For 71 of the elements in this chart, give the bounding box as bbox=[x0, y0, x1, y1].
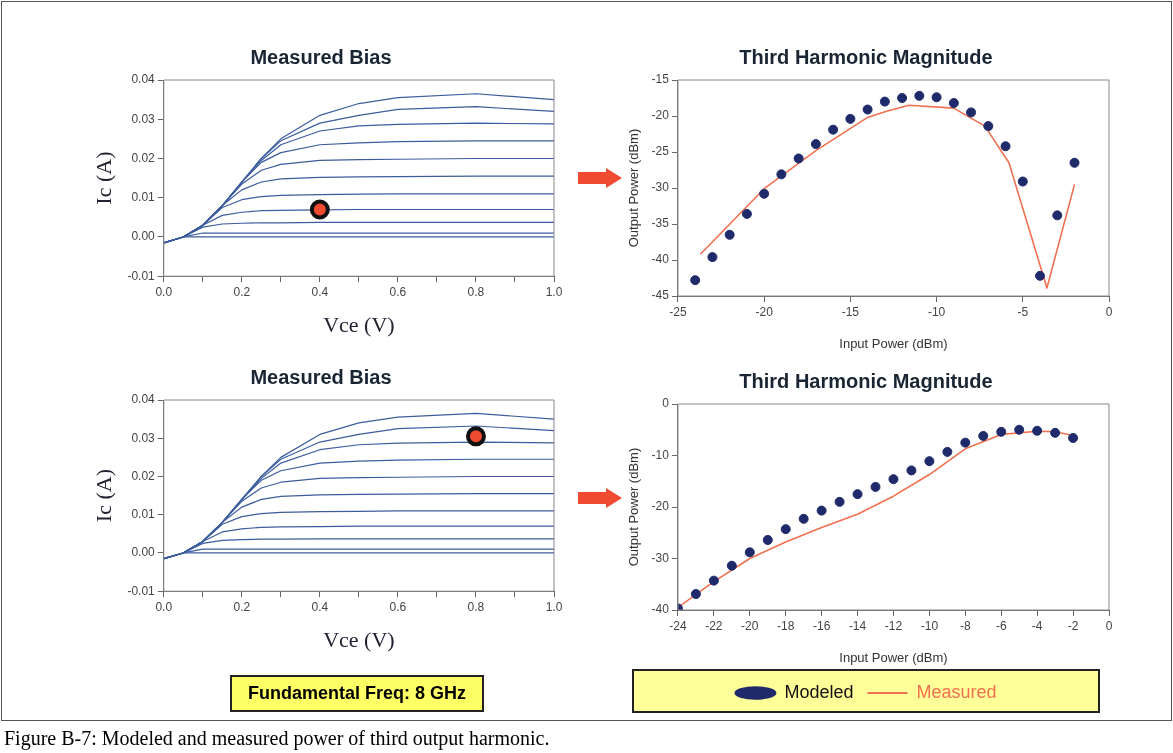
y-tick-label: -30 bbox=[651, 180, 670, 195]
x-tick-label: -10 bbox=[920, 618, 939, 633]
x-tick-label: -8 bbox=[959, 618, 971, 633]
x-tick-label: 0 bbox=[1105, 618, 1113, 633]
chart-title: Measured Bias bbox=[250, 365, 392, 388]
y-tick-label: -40 bbox=[651, 252, 670, 267]
legend-label: Measured bbox=[916, 681, 997, 702]
y-axis-title: Output Power (dBm) bbox=[626, 447, 642, 567]
y-tick-label: 0.04 bbox=[131, 72, 156, 87]
x-tick-label: -4 bbox=[1031, 618, 1043, 633]
x-tick-label: 0.8 bbox=[467, 284, 485, 299]
y-tick-label: 0.00 bbox=[131, 545, 156, 560]
y-tick-label: 0.00 bbox=[131, 229, 156, 244]
y-tick-label: 0.01 bbox=[131, 507, 156, 522]
x-tick-label: 1.0 bbox=[545, 284, 563, 299]
y-tick-label: -25 bbox=[651, 144, 670, 159]
y-tick-label: -15 bbox=[651, 72, 670, 87]
text: Figure B-7: Modeled and measured power of third output harmonic. bbox=[4, 727, 550, 750]
x-tick-label: 0.6 bbox=[389, 599, 407, 614]
y-tick-label: -10 bbox=[651, 447, 670, 462]
x-tick-label: -2 bbox=[1067, 618, 1079, 633]
x-tick-label: 0.4 bbox=[311, 284, 329, 299]
chart-title: Third Harmonic Magnitude bbox=[739, 369, 993, 392]
x-tick-label: 0.2 bbox=[233, 599, 251, 614]
y-tick-label: -45 bbox=[651, 288, 670, 303]
x-tick-label: -15 bbox=[841, 304, 860, 319]
x-tick-label: 0.6 bbox=[389, 284, 407, 299]
x-tick-label: 0.0 bbox=[155, 284, 173, 299]
y-tick-label: -40 bbox=[651, 602, 670, 617]
y-tick-label: 0.02 bbox=[131, 468, 156, 483]
y-tick-label: 0.02 bbox=[131, 150, 156, 165]
y-tick-label: 0.03 bbox=[131, 111, 156, 126]
x-tick-label: -6 bbox=[995, 618, 1007, 633]
x-tick-label: 0.0 bbox=[155, 599, 173, 614]
x-tick-label: -20 bbox=[741, 618, 759, 633]
y-axis-title: Ic (A) bbox=[90, 151, 116, 205]
x-axis-title: Input Power (dBm) bbox=[839, 649, 948, 665]
text: Fundamental Freq: 8 GHz bbox=[230, 675, 485, 712]
x-tick-label: -22 bbox=[705, 618, 723, 633]
x-tick-label: -20 bbox=[755, 304, 774, 319]
x-tick-label: -16 bbox=[812, 618, 831, 633]
y-tick-label: -30 bbox=[651, 550, 670, 565]
chart-title: Measured Bias bbox=[250, 45, 392, 68]
y-axis-title: Ic (A) bbox=[90, 469, 116, 523]
y-tick-label: 0 bbox=[662, 396, 670, 411]
x-tick-label: -12 bbox=[884, 618, 903, 633]
legend-label: Modeled bbox=[784, 681, 854, 702]
y-tick-label: -0.01 bbox=[127, 268, 156, 283]
y-tick-label: 0.01 bbox=[131, 190, 156, 205]
x-axis-title: Vce (V) bbox=[323, 311, 395, 337]
x-tick-label: 1.0 bbox=[545, 599, 563, 614]
x-axis-title: Input Power (dBm) bbox=[839, 335, 948, 351]
x-tick-label: 0.2 bbox=[233, 284, 251, 299]
y-tick-label: 0.03 bbox=[131, 430, 156, 445]
y-tick-label: -20 bbox=[651, 108, 670, 123]
x-tick-label: -24 bbox=[669, 618, 687, 633]
x-tick-label: -18 bbox=[777, 618, 795, 633]
y-tick-label: -0.01 bbox=[127, 583, 156, 598]
x-tick-label: -25 bbox=[669, 304, 687, 319]
x-tick-label: 0.8 bbox=[467, 599, 485, 614]
x-tick-label: 0 bbox=[1105, 304, 1113, 319]
x-tick-label: -14 bbox=[848, 618, 867, 633]
y-tick-label: -20 bbox=[651, 499, 670, 514]
x-axis-title: Vce (V) bbox=[323, 626, 395, 652]
x-tick-label: 0.4 bbox=[311, 599, 329, 614]
y-tick-label: -35 bbox=[651, 216, 670, 231]
y-tick-label: 0.04 bbox=[131, 392, 156, 407]
x-tick-label: -10 bbox=[927, 304, 946, 319]
chart-title: Third Harmonic Magnitude bbox=[739, 45, 993, 68]
x-tick-label: -5 bbox=[1017, 304, 1029, 319]
y-axis-title: Output Power (dBm) bbox=[626, 128, 642, 248]
